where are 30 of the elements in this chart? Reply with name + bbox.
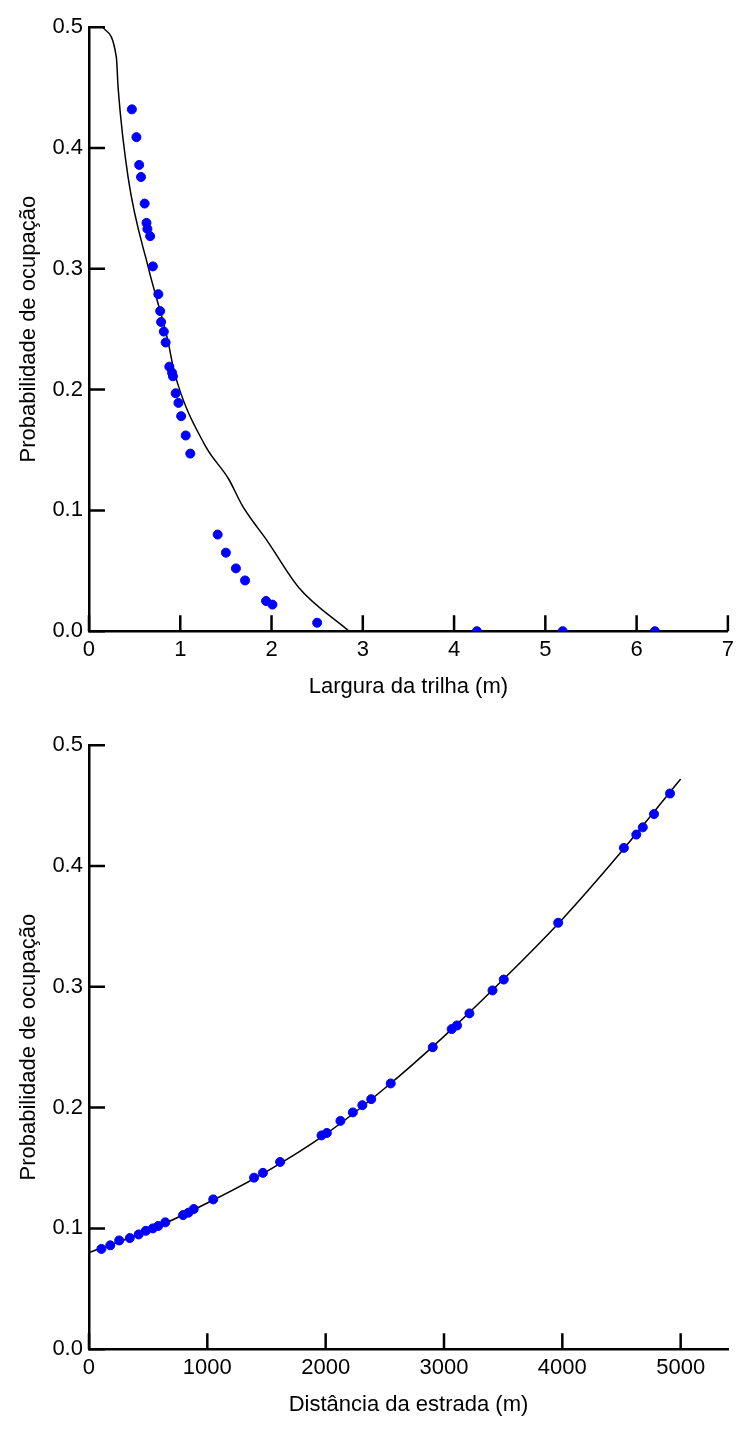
y-tick-label: 0.2	[52, 375, 83, 401]
x-tick-label: 6	[630, 636, 643, 662]
x-tick-label: 2	[265, 636, 278, 662]
y-tick-label: 0.3	[52, 254, 83, 280]
y-tick-label: 0.0	[52, 617, 83, 643]
y-tick-label: 0.5	[52, 13, 83, 39]
y-tick-label: 0.0	[52, 1335, 83, 1361]
y-tick-label: 0.1	[52, 496, 83, 522]
x-tick-label: 0	[82, 1354, 96, 1380]
x-tick-label: 1000	[182, 1354, 232, 1380]
x-tick-label: 1	[174, 636, 187, 662]
y-axis-title: Probabilidade de ocupação	[15, 195, 41, 463]
x-tick-label: 3	[356, 636, 369, 662]
x-tick-label: 5	[539, 636, 552, 662]
x-tick-label: 7	[721, 636, 735, 662]
x-axis-title: Largura da trilha (m)	[308, 672, 509, 698]
x-tick-label: 4000	[537, 1354, 587, 1380]
x-tick-label: 5000	[656, 1354, 706, 1380]
y-tick-label: 0.2	[52, 1093, 83, 1119]
y-tick-label: 0.1	[52, 1214, 83, 1240]
y-tick-label: 0.5	[52, 731, 83, 757]
y-tick-label: 0.4	[52, 852, 83, 878]
x-axis-title: Distância da estrada (m)	[288, 1390, 529, 1416]
x-tick-label: 0	[82, 636, 96, 662]
y-axis-title: Probabilidade de ocupação	[15, 913, 41, 1181]
y-tick-label: 0.4	[52, 134, 83, 160]
x-tick-label: 3000	[419, 1354, 469, 1380]
y-tick-label: 0.3	[52, 972, 83, 998]
x-tick-label: 4	[447, 636, 461, 662]
x-tick-label: 2000	[301, 1354, 351, 1380]
